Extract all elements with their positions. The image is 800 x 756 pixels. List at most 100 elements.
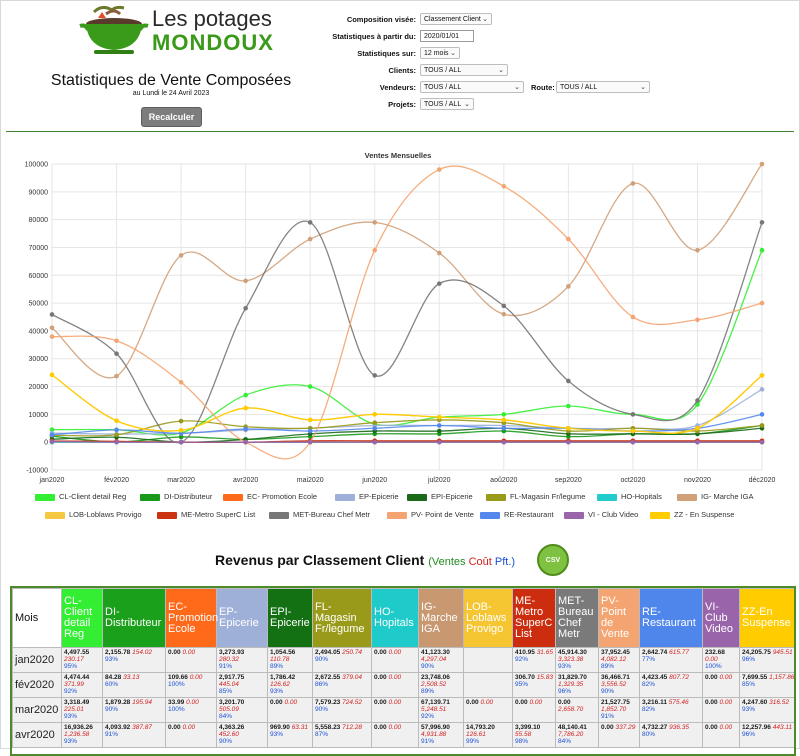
column-header[interactable]: DI-Distributeur — [103, 589, 166, 648]
x-tick-label: jul2020 — [427, 477, 451, 484]
profit-value: 90% — [601, 688, 614, 695]
series-line — [52, 389, 762, 434]
legend-pft: Pft.) — [495, 556, 515, 568]
column-header[interactable]: PV-Point de Vente — [599, 589, 640, 648]
profit-value: 98% — [515, 738, 528, 745]
month-cell: fév2020 — [13, 673, 62, 698]
profit-value: 91% — [421, 738, 434, 745]
legend-label: FL-Magasin Fr/legume — [510, 492, 585, 501]
data-point — [179, 380, 184, 385]
x-tick-label: jan2020 — [39, 477, 65, 484]
revenue-title-text: Revenus par Classement Client — [215, 552, 424, 568]
cost-value: 379.04 — [340, 674, 362, 681]
legend-item[interactable]: EC- Promotion Ecole — [223, 492, 317, 501]
data-point — [502, 426, 507, 431]
data-point — [114, 428, 119, 433]
data-point — [114, 440, 119, 445]
legend-swatch — [486, 494, 506, 501]
revenue-cell: 0.00 0.00 — [703, 723, 740, 748]
legend-item[interactable]: EP-Epicerie — [335, 492, 399, 501]
legend-label: RE-Restaurant — [504, 510, 554, 519]
sales-value: 0.00 — [168, 649, 181, 656]
legend-item[interactable]: VI - Club Video — [564, 510, 638, 519]
data-point — [760, 440, 765, 445]
sales-value: 48,140.41 — [558, 724, 587, 731]
column-header[interactable]: Mois — [13, 589, 62, 648]
legend-item[interactable]: RE-Restaurant — [480, 510, 554, 519]
revenue-cell: 0.00 337.29 — [599, 723, 640, 748]
legend-item[interactable]: IG- Marche IGA — [677, 492, 754, 501]
cost-value: 4,297.04 — [421, 656, 446, 663]
month-cell: jan2020 — [13, 648, 62, 673]
series-14 — [50, 373, 765, 434]
period-select[interactable]: 12 mois⌄ — [420, 47, 460, 59]
csv-export-button[interactable]: CSV — [537, 544, 569, 576]
data-point — [50, 373, 55, 378]
column-header[interactable]: EPI-Epicerie — [268, 589, 313, 648]
legend-item[interactable]: EPI-Epicerie — [407, 492, 473, 501]
chevron-down-icon: ⌄ — [514, 82, 520, 94]
column-header[interactable]: MET-Bureau Chef Metr — [556, 589, 599, 648]
vendeurs-select[interactable]: TOUS / ALL⌄ — [420, 81, 524, 93]
route-select[interactable]: TOUS / ALL⌄ — [556, 81, 650, 93]
data-point — [502, 304, 507, 309]
data-point — [114, 338, 119, 343]
column-header[interactable]: VI-Club Video — [703, 589, 740, 648]
start-date-input[interactable]: 2020/01/01 — [420, 30, 474, 42]
legend-item[interactable]: HO-Hopitals — [597, 492, 662, 501]
data-point — [437, 167, 442, 172]
clients-select[interactable]: TOUS / ALL ⌄ — [420, 64, 508, 76]
legend-item[interactable]: MET-Bureau Chef Metr — [269, 510, 370, 519]
column-header[interactable]: CL-Client detail Reg — [62, 589, 103, 648]
column-header[interactable]: IG-Marche IGA — [419, 589, 464, 648]
data-point — [243, 406, 248, 411]
column-header[interactable]: ZZ-En Suspense — [740, 589, 797, 648]
column-header[interactable]: EP-Epicerie — [217, 589, 268, 648]
composition-select[interactable]: Classement Client⌄ — [420, 13, 492, 25]
column-header[interactable]: RE-Restaurant — [640, 589, 703, 648]
sales-value: 0.00 — [374, 699, 387, 706]
legend-item[interactable]: FL-Magasin Fr/legume — [486, 492, 585, 501]
chevron-down-icon: ⌄ — [498, 65, 504, 77]
legend-item[interactable]: PV- Point de Vente — [387, 510, 474, 519]
cost-value: 0.00 — [181, 724, 195, 731]
data-point — [566, 237, 571, 242]
cost-value: 387.87 — [130, 724, 152, 731]
column-header[interactable]: ME-Metro SuperC List — [513, 589, 556, 648]
legend-item[interactable]: ME-Metro SuperC List — [157, 510, 255, 519]
data-point — [50, 325, 55, 330]
data-point — [372, 426, 377, 431]
legend-item[interactable]: LOB-Loblaws Provigo — [45, 510, 142, 519]
sales-value: 3,216.11 — [642, 699, 667, 706]
legend-label: EP-Epicerie — [359, 492, 399, 501]
legend-item[interactable]: ZZ - En Suspense — [650, 510, 734, 519]
chart-y-axis: -100000100002000030000400005000060000700… — [25, 162, 48, 475]
column-header[interactable]: FL-Magasin Fr/legume — [313, 589, 372, 648]
clients-value: TOUS / ALL — [424, 67, 461, 74]
column-header[interactable]: EC-Promotion Ecole — [166, 589, 217, 648]
legend-item[interactable]: DI-Distributeur — [140, 492, 212, 501]
data-point — [695, 398, 700, 403]
y-tick-label: -10000 — [26, 468, 48, 475]
column-header[interactable]: HO-Hopitals — [372, 589, 419, 648]
profit-value: 60% — [105, 681, 118, 688]
projets-select[interactable]: TOUS / ALL⌄ — [420, 98, 474, 110]
data-point — [372, 440, 377, 445]
legend-item[interactable]: CL-Client detail Reg — [35, 492, 126, 501]
legend-label: LOB-Loblaws Provigo — [69, 510, 142, 519]
sales-value: 2,494.05 — [315, 649, 340, 656]
sales-value: 0.00 — [705, 674, 718, 681]
cost-value: 316.52 — [767, 699, 789, 706]
column-header[interactable]: LOB-Loblaws Provigo — [464, 589, 513, 648]
soup-pot-icon — [72, 4, 152, 56]
cost-value: 2,508.52 — [421, 681, 446, 688]
recalculate-button[interactable]: Recalculer — [141, 107, 202, 127]
data-point — [308, 384, 313, 389]
legend-swatch — [650, 512, 670, 519]
